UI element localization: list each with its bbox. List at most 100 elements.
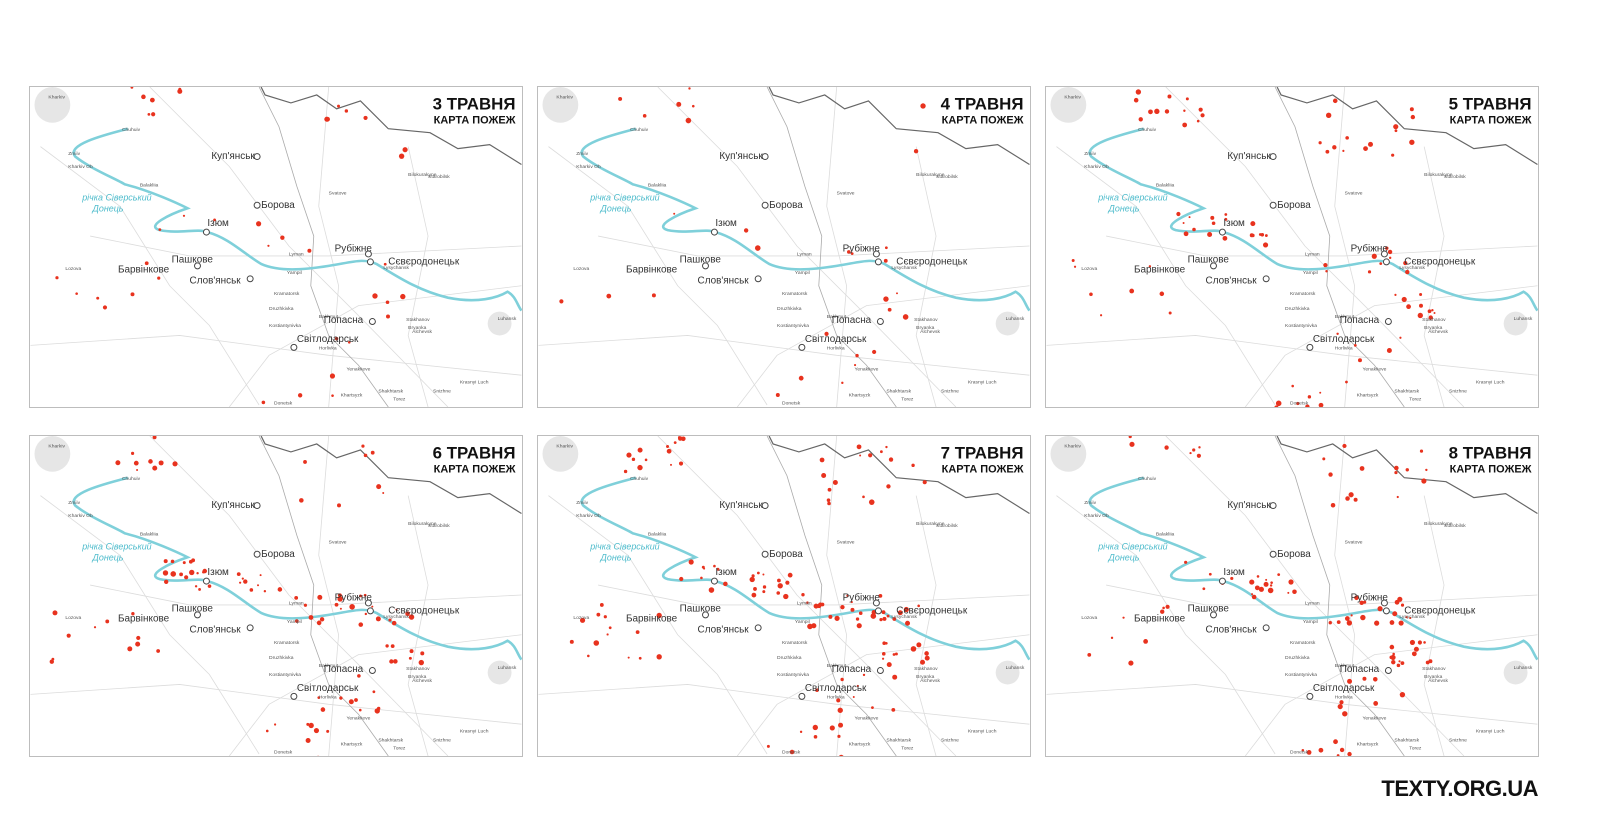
place-label: Krasnyi Luch — [1476, 379, 1505, 385]
city-marker — [1269, 201, 1277, 209]
fire-dot — [1256, 575, 1260, 578]
city-label: Барвінкове — [626, 613, 678, 624]
fire-dot — [824, 331, 829, 336]
fire-dot — [813, 735, 818, 739]
fire-dot — [656, 654, 662, 660]
state-border — [260, 436, 522, 515]
fire-dot — [305, 738, 311, 743]
fire-dot — [198, 588, 201, 591]
place-label: Druzhkivka — [269, 655, 294, 661]
fire-dot — [1250, 221, 1256, 227]
fire-dot — [1167, 94, 1172, 99]
river — [580, 127, 1030, 312]
footer-logo: TEXTY.ORG.UA — [1381, 776, 1538, 801]
place-label: Yenakiieve — [855, 367, 879, 373]
fire-dot — [871, 706, 874, 709]
fire-dot — [172, 461, 178, 467]
fire-dot — [1374, 620, 1380, 626]
fire-dot — [886, 614, 890, 618]
place-label: Yenakiieve — [855, 716, 879, 722]
place-label: Yampil — [1303, 619, 1318, 625]
place-label: Khartsyzk — [849, 741, 871, 747]
city-marker — [1382, 607, 1390, 615]
place-label: Horlivka — [319, 695, 337, 701]
place-label: Snizhne — [433, 737, 451, 743]
place-label: Torez — [1409, 745, 1422, 751]
road — [1165, 87, 1465, 407]
place-label: Kostiantynivka — [269, 672, 301, 678]
map-subtitle: КАРТА ПОЖЕЖ — [1450, 115, 1532, 127]
place-label: Lysychansk — [383, 265, 409, 271]
fire-dot — [1428, 659, 1433, 664]
fire-dot — [389, 659, 394, 664]
city-label: Куп'янськ — [1227, 500, 1271, 511]
city-label: Барвінкове — [1134, 264, 1186, 275]
river — [1088, 476, 1538, 661]
map-date: 7 ТРАВНЯ — [941, 443, 1024, 462]
place-label: Kostiantynivka — [777, 672, 809, 678]
place-label: Bryanka — [1424, 325, 1442, 331]
city-marker — [246, 275, 254, 283]
city-marker — [874, 258, 882, 266]
place-label: Horlivka — [1335, 346, 1353, 352]
place-label: Kramatorsk — [274, 640, 300, 646]
place-label: Balakliia — [140, 532, 159, 538]
fire-dot — [337, 503, 341, 508]
city-label: Слов'янськ — [190, 624, 242, 635]
fire-dot — [1337, 704, 1343, 710]
road — [407, 495, 429, 756]
city-label: Куп'янськ — [211, 500, 255, 511]
fire-dot — [162, 570, 169, 576]
fire-dot — [147, 112, 151, 116]
fire-dot — [420, 651, 425, 656]
city-marker — [1306, 343, 1314, 351]
oblast-border — [1274, 436, 1405, 756]
city-area — [1050, 436, 1087, 472]
place-label: Lozova — [1081, 266, 1097, 272]
place-label: Krasnyi Luch — [968, 379, 997, 385]
city-label: Рубіжне — [1351, 244, 1389, 255]
fire-dot — [152, 436, 157, 440]
fire-dot — [837, 734, 841, 738]
fire-dot — [177, 88, 183, 94]
place-label: Krasnyi Luch — [968, 728, 997, 734]
place-label: Zmiiv — [68, 151, 80, 157]
fire-dot — [1251, 593, 1254, 596]
fire-dot — [182, 561, 186, 565]
city-marker — [702, 262, 709, 270]
place-label: Druzhkivka — [777, 655, 802, 661]
fire-dot — [902, 314, 909, 320]
place-label: Chuhuiv — [1138, 127, 1157, 133]
fire-dot — [75, 292, 78, 295]
fire-dot — [679, 576, 684, 582]
place-label: Bakhmut — [827, 314, 847, 320]
fire-dot — [1251, 594, 1257, 600]
fire-dot — [136, 468, 139, 471]
place-label: Kharkiv Ob — [1084, 164, 1109, 170]
fire-dot — [334, 336, 339, 341]
place-label: Shakhtarsk — [378, 388, 403, 394]
fire-dot — [299, 498, 304, 503]
fire-dot — [1267, 587, 1274, 594]
fire-dot — [1394, 470, 1398, 475]
place-label: Lysychansk — [1399, 614, 1425, 620]
river-label: річка Сіверський — [589, 542, 659, 552]
city-marker — [754, 275, 762, 283]
place-label: Bakhmut — [827, 663, 847, 669]
fire-dot — [688, 87, 691, 90]
place-label: Balakliia — [648, 532, 667, 538]
place-label: Lysychansk — [383, 614, 409, 620]
place-label: Druzhkivka — [1285, 306, 1310, 312]
place-label: Zmiiv — [576, 500, 588, 506]
place-label: Bakhmut — [319, 314, 339, 320]
fire-dot — [703, 567, 706, 570]
place-label: Balakliia — [1156, 532, 1175, 538]
place-label: Snizhne — [941, 737, 959, 743]
fire-dot — [913, 149, 919, 154]
city-marker — [194, 262, 201, 270]
road — [40, 495, 260, 755]
fire-dot — [243, 579, 248, 584]
place-label: Horlivka — [1335, 695, 1353, 701]
fire-dot — [631, 457, 636, 462]
fire-dot — [1222, 235, 1228, 241]
